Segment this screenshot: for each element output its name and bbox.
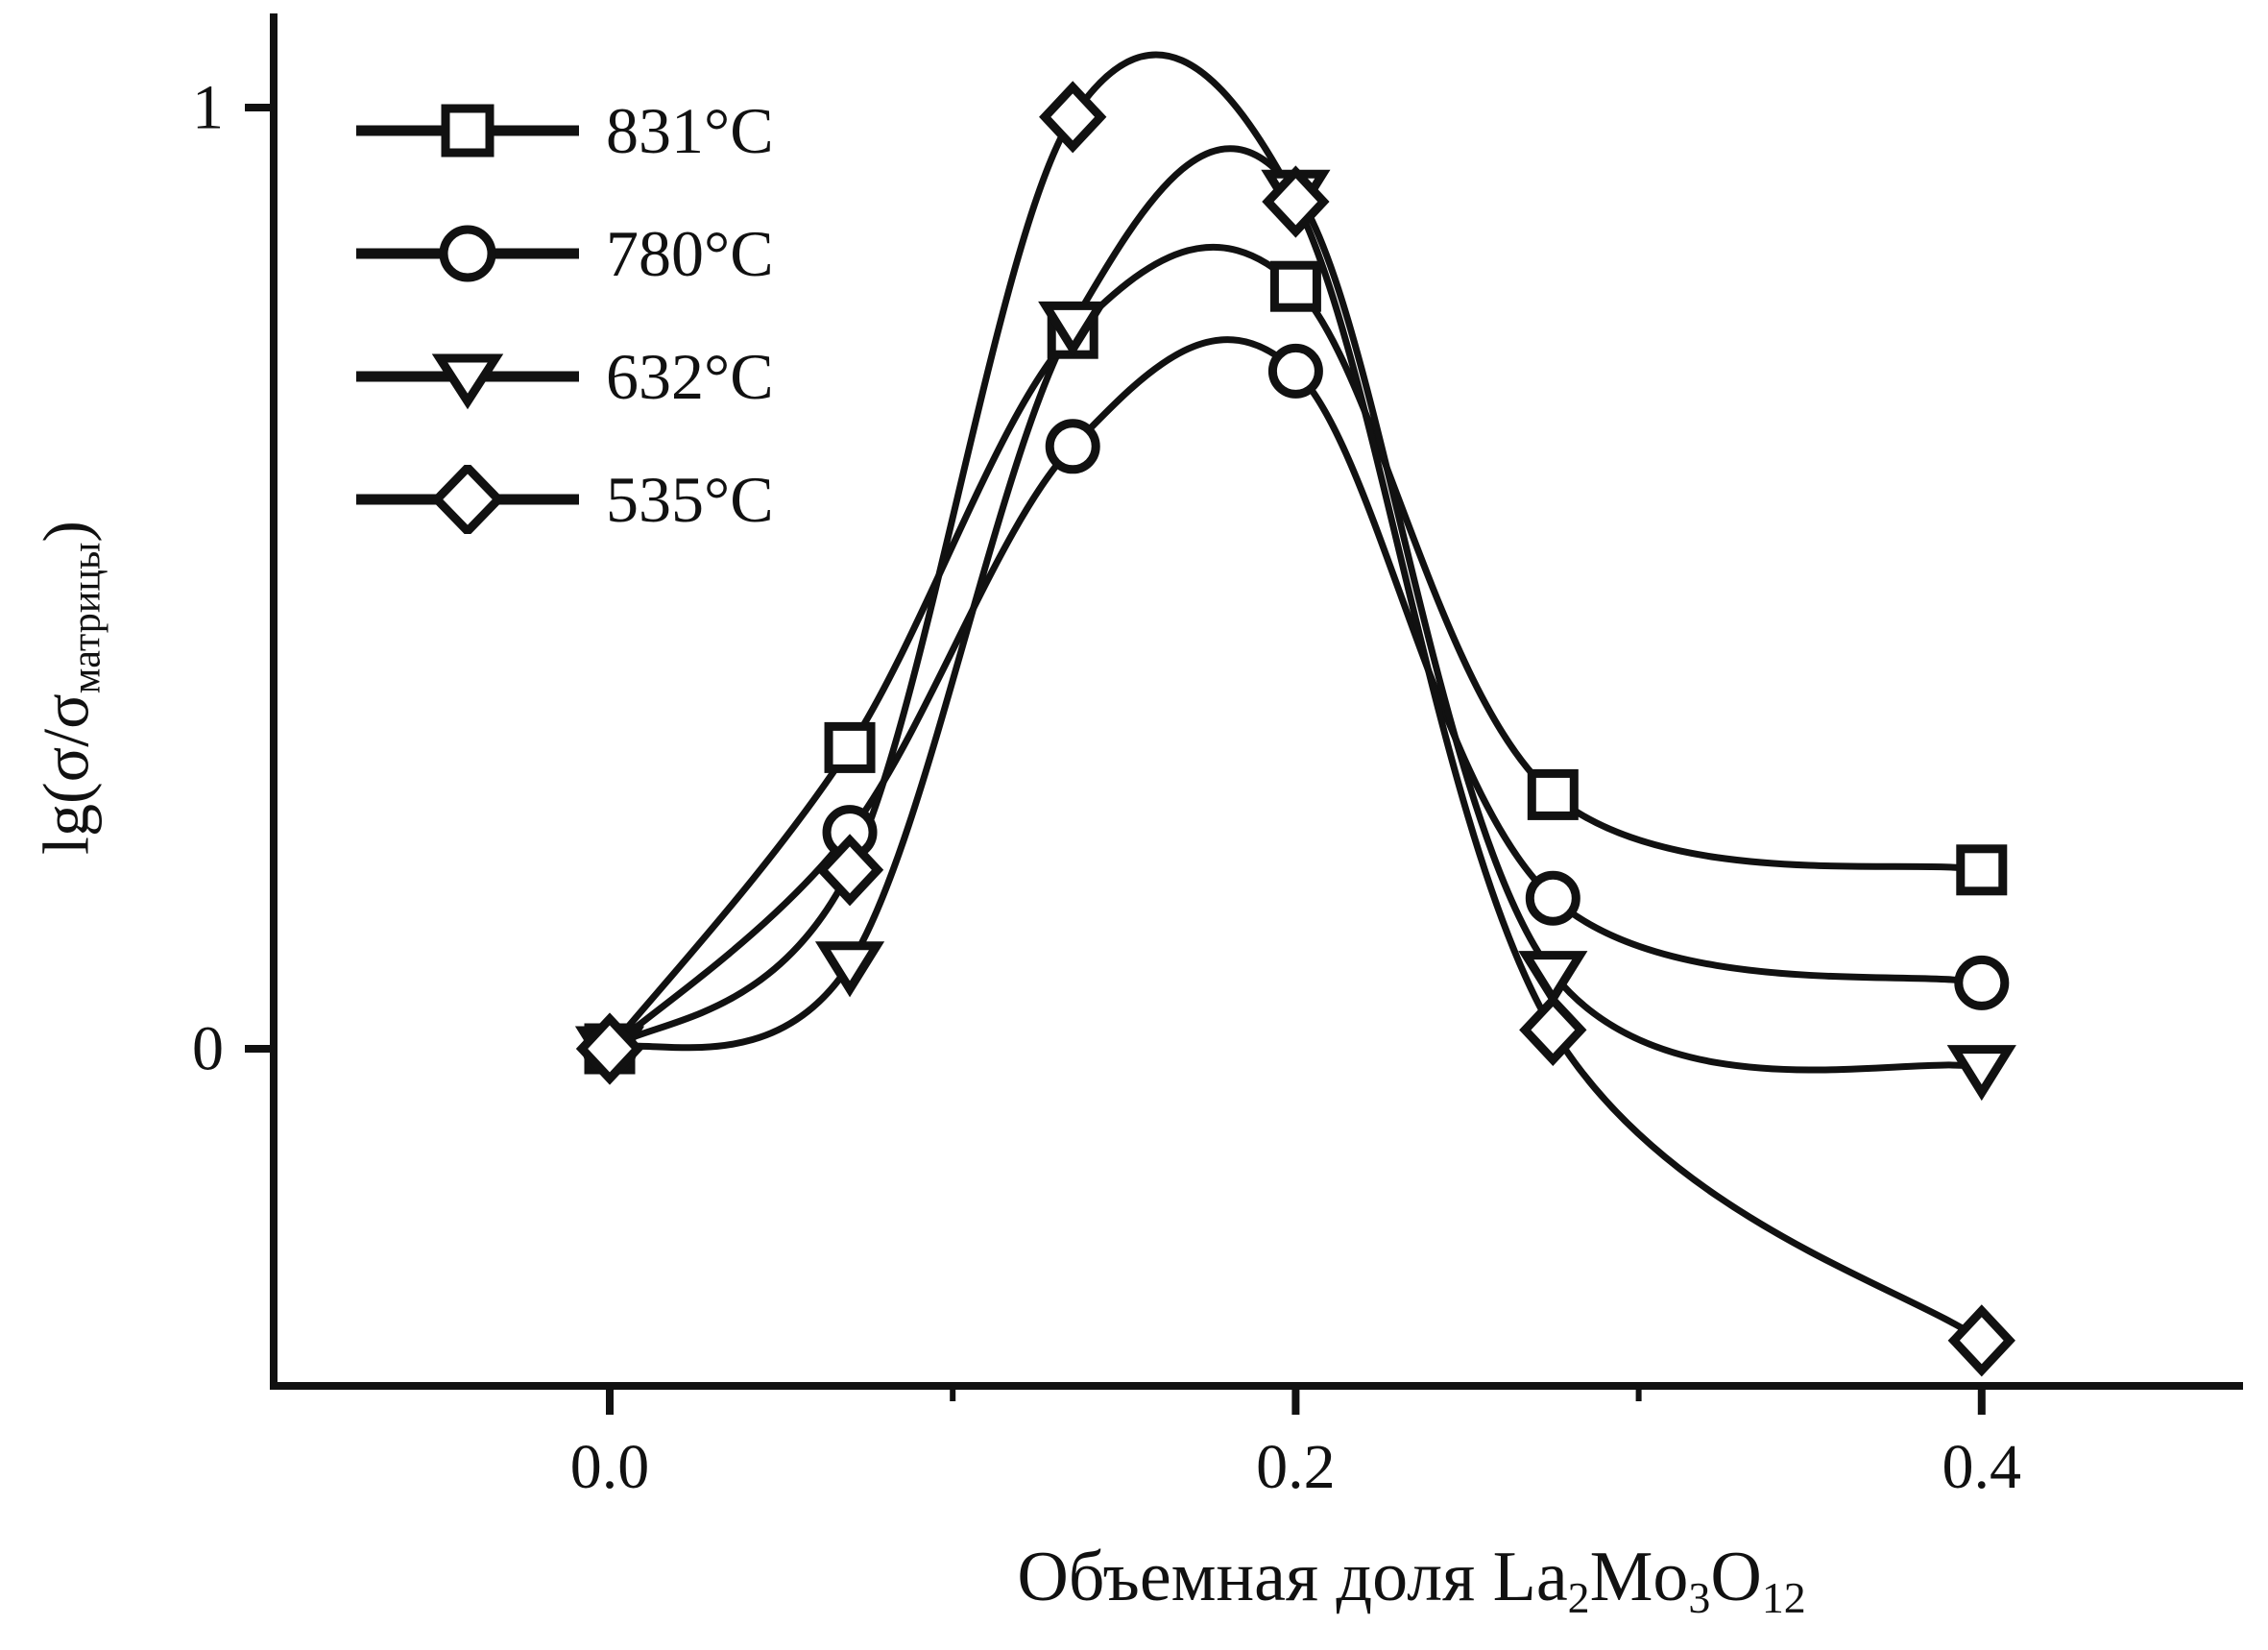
marker-diamond [575,1012,644,1085]
marker-diamond [1262,165,1330,238]
marker-triangle-down [1518,951,1588,1007]
legend-item-632c: 632°C [352,342,774,411]
legend-item-535c: 535°C [352,465,774,534]
series-line-3 [607,51,1984,1344]
x-axis-title-text: Объемная доля La [1017,1538,1568,1616]
x-axis-title-o: O [1710,1538,1762,1616]
legend: 831°C 780°C 632°C 535°C [352,96,774,534]
marker-square [1269,260,1321,312]
y-axis-title-subscript: матрицы [63,542,109,694]
series-line-1 [607,336,1983,1052]
marker-diamond [1947,1304,2015,1377]
legend-marker-circle-icon [356,225,579,282]
y-tick-label: 1 [192,73,224,143]
x-axis-title-sub12: 12 [1761,1572,1806,1622]
marker-diamond [1519,993,1587,1066]
legend-label-535c: 535°C [606,463,774,536]
marker-circle [1525,870,1580,926]
marker-circle [1267,343,1323,399]
legend-marker-triangle-down-icon [356,353,579,410]
x-axis-title-sub2: 2 [1567,1572,1590,1622]
marker-circle [1045,419,1100,474]
x-tick-label: 0.0 [570,1432,650,1502]
marker-triangle-down [1946,1045,2016,1102]
marker-diamond [1039,81,1107,154]
x-axis-title-mo: Mo [1589,1538,1689,1616]
x-axis-title-sub3: 3 [1688,1572,1711,1622]
x-axis-title: Объемная доля La2Mo3O12 [1017,1537,1805,1623]
marker-circle [1954,955,2010,1010]
marker-square [824,721,876,773]
legend-label-831c: 831°C [606,94,774,167]
legend-label-632c: 632°C [606,340,774,413]
marker-diamond [815,834,884,907]
marker-triangle-down [814,941,885,998]
marker-triangle-down [1038,301,1108,357]
x-tick-label: 0.2 [1256,1432,1336,1502]
marker-square [1527,768,1579,820]
y-axis-title: lg(σ/σматрицы) [29,521,110,855]
y-axis-title-close: ) [29,521,103,543]
y-axis-title-main: lg(σ/σ [29,693,103,855]
legend-label-780c: 780°C [606,217,774,290]
x-tick-label: 0.4 [1942,1432,2022,1502]
legend-item-780c: 780°C [352,219,774,288]
y-tick-label: 0 [192,1014,224,1084]
legend-marker-diamond-icon [356,465,579,534]
legend-marker-square-icon [356,104,579,158]
legend-item-831c: 831°C [352,96,774,165]
series-line-0 [607,244,1983,1052]
marker-square [1956,844,2008,896]
